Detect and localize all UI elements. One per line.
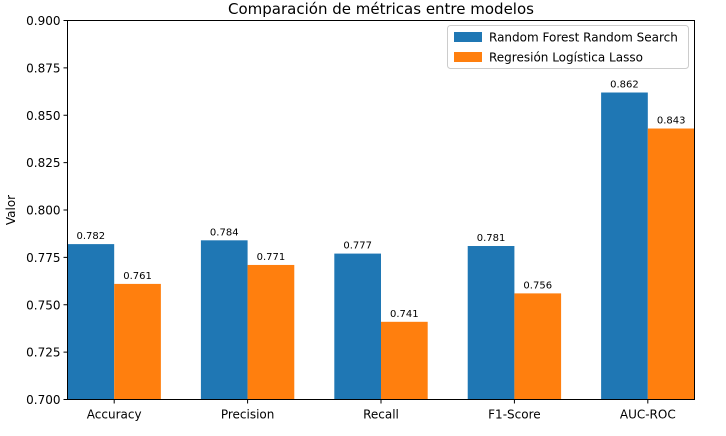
y-axis-label: Valor [4,195,18,225]
plot-frame [67,20,695,400]
y-tick-label: 0.750 [26,298,60,312]
bar-value-label: 0.771 [257,252,286,263]
x-tick-label-auc-roc: AUC-ROC [620,408,676,422]
y-tick-label: 0.800 [26,204,60,218]
bar-precision-series-1 [247,264,295,400]
bar-recall-series-0 [334,253,381,400]
bar-recall-series-1 [381,321,428,400]
chart-title: Comparación de métricas entre modelos [228,0,534,18]
bar-value-label: 0.756 [523,280,552,291]
bar-value-label: 0.761 [123,271,152,282]
y-tick-label: 0.875 [26,61,60,75]
y-tick-label: 0.725 [26,346,60,360]
bar-value-label: 0.843 [657,116,686,127]
legend-box [447,25,689,69]
bars-group [67,92,695,400]
y-tick-label: 0.700 [26,393,60,407]
bar-precision-series-0 [200,240,248,400]
y-tick-label: 0.825 [26,156,60,170]
y-tick-label: 0.850 [26,109,60,123]
y-tick-label: 0.900 [26,14,60,28]
legend-label-random-forest: Random Forest Random Search [489,31,678,45]
y-axis: 0.700 0.725 0.750 0.775 0.800 0.825 0.850 0.875… [26,14,68,407]
bar-value-label: 0.781 [477,233,506,244]
bar-f1-score-series-0 [467,246,515,400]
bar-accuracy-series-1 [114,283,161,400]
bar-value-label: 0.777 [343,241,372,252]
x-axis: Accuracy Precision Recall F1-Score AUC-ROC [87,399,676,422]
legend-swatch-lasso [454,52,482,62]
legend-label-lasso: Regresión Logística Lasso [489,51,643,65]
y-tick-label: 0.775 [26,251,60,265]
bar-value-label: 0.784 [210,227,239,238]
x-tick-label-f1-score: F1-Score [488,408,540,422]
bar-accuracy-series-0 [67,244,115,400]
legend: Random Forest Random Search Regresión Lo… [447,25,689,69]
bar-auc-roc-series-1 [647,128,695,400]
legend-swatch-random-forest [454,32,482,42]
bar-labels-group: 0.782 0.784 0.777 0.781 0.862 0.761 0.771 0.741… [77,80,686,320]
x-tick-label-accuracy: Accuracy [87,408,142,422]
bar-f1-score-series-1 [514,293,562,400]
bar-value-label: 0.782 [77,231,106,242]
x-tick-label-recall: Recall [363,408,399,422]
bar-value-label: 0.862 [610,80,639,91]
bar-value-label: 0.741 [390,309,419,320]
x-tick-label-precision: Precision [221,408,275,422]
bar-auc-roc-series-0 [601,92,648,400]
